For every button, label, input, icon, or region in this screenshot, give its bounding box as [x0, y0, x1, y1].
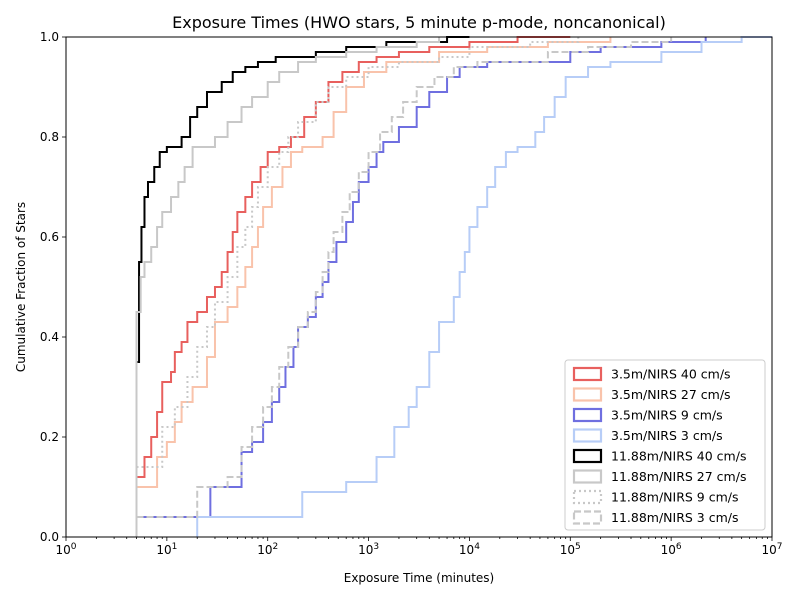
legend-swatch-0	[572, 366, 603, 382]
legend-swatch-7	[572, 510, 603, 525]
legend-swatch-2	[572, 407, 603, 423]
y-axis-label: Cumulative Fraction of Stars	[14, 202, 28, 372]
x-tick-label: 101	[156, 542, 177, 557]
legend-label-0: 3.5m/NIRS 40 cm/s	[611, 367, 731, 382]
plot-frame	[65, 36, 773, 538]
series-line-1	[135, 37, 612, 537]
x-tick-label: 103	[358, 542, 379, 557]
series-line-3	[196, 36, 772, 537]
legend-swatch-5	[572, 469, 603, 484]
legend-label-5: 11.88m/NIRS 27 cm/s	[611, 469, 746, 484]
x-axis: 100 101 102 103 104 105 106 107	[55, 537, 783, 557]
legend-label-3: 3.5m/NIRS 3 cm/s	[611, 428, 723, 443]
chart-title: Exposure Times (HWO stars, 5 minute p-mo…	[172, 13, 666, 32]
y-axis: 0.0 0.2 0.4 0.6 0.8 1.0	[40, 30, 66, 544]
x-tick-label: 107	[761, 542, 782, 557]
legend: 3.5m/NIRS 40 cm/s 3.5m/NIRS 27 cm/s 3.5m/N…	[564, 359, 766, 531]
series-line-2	[135, 37, 707, 537]
legend-label-2: 3.5m/NIRS 9 cm/s	[611, 408, 723, 423]
x-axis-label: Exposure Time (minutes)	[344, 571, 495, 585]
series-line-7	[135, 37, 673, 537]
x-tick-label: 100	[55, 542, 76, 557]
series-line-0	[135, 36, 571, 537]
x-tick-label: 104	[459, 542, 480, 557]
legend-swatch-3	[572, 428, 603, 443]
legend-box	[564, 359, 766, 531]
legend-swatch-1	[572, 387, 603, 402]
legend-label-7: 11.88m/NIRS 3 cm/s	[611, 510, 739, 525]
legend-label-6: 11.88m/NIRS 9 cm/s	[611, 490, 739, 505]
x-tick-label: 102	[257, 542, 278, 557]
y-tick-label: 0.4	[40, 330, 59, 344]
y-tick-label: 1.0	[40, 30, 59, 44]
y-tick-label: 0.6	[40, 230, 59, 244]
legend-label-1: 3.5m/NIRS 27 cm/s	[611, 387, 731, 402]
y-tick-label: 0.0	[40, 530, 59, 544]
series-line-5	[135, 37, 441, 537]
y-tick-label: 0.8	[40, 130, 59, 144]
series-line-6	[135, 37, 580, 537]
x-tick-label: 105	[560, 542, 581, 557]
x-tick-label: 106	[661, 542, 682, 557]
series-line-4	[135, 36, 470, 537]
legend-swatch-6	[572, 489, 603, 505]
legend-label-4: 11.88m/NIRS 40 cm/s	[611, 449, 746, 464]
y-tick-label: 0.2	[40, 430, 59, 444]
legend-swatch-4	[572, 448, 603, 464]
plot-area	[135, 36, 772, 537]
